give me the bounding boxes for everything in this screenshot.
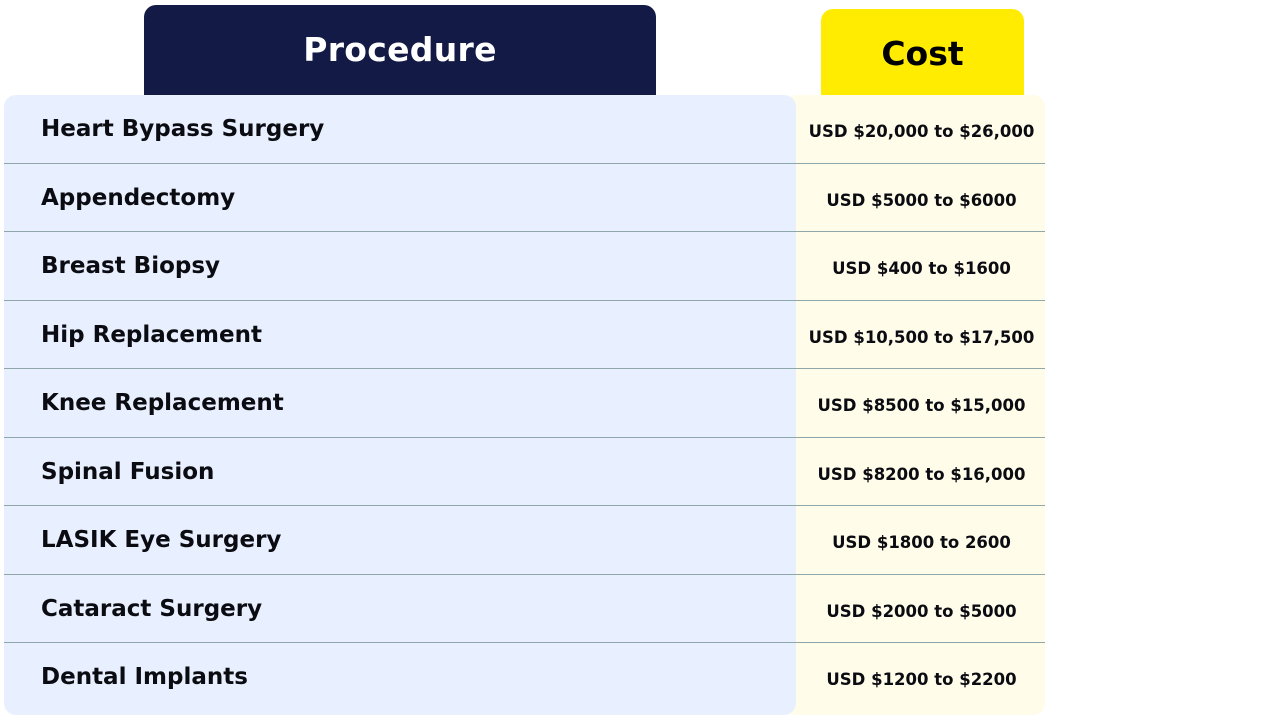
- table-row: Dental Implants USD $1200 to $2200: [4, 643, 1045, 712]
- row-divider: [4, 436, 1045, 438]
- table-row: Knee Replacement USD $8500 to $15,000: [4, 369, 1045, 438]
- row-divider: [4, 368, 1045, 369]
- row-divider: [4, 642, 1045, 643]
- table-row: Spinal Fusion USD $8200 to $16,000: [4, 438, 1045, 506]
- row-divider: [4, 573, 1045, 575]
- procedure-name: Spinal Fusion: [41, 458, 215, 485]
- procedure-column-background: [4, 95, 796, 715]
- table-row: Cataract Surgery USD $2000 to $5000: [4, 575, 1045, 643]
- table-row: Appendectomy USD $5000 to $6000: [4, 164, 1045, 232]
- procedure-name: Dental Implants: [41, 664, 248, 690]
- procedure-cost: USD $1800 to 2600: [832, 533, 1011, 552]
- table-row: Hip Replacement USD $10,500 to $17,500: [4, 301, 1045, 369]
- procedure-name: Heart Bypass Surgery: [41, 116, 325, 142]
- cost-column-background: [784, 95, 1045, 715]
- procedure-name: Breast Biopsy: [41, 253, 221, 279]
- procedure-cost: USD $10,500 to $17,500: [808, 327, 1035, 347]
- cost-column-header: Cost: [821, 9, 1024, 95]
- procedure-name: Cataract Surgery: [41, 595, 263, 622]
- procedure-cost: USD $8500 to $15,000: [817, 396, 1026, 415]
- procedure-name: Hip Replacement: [41, 321, 262, 348]
- procedure-name: LASIK Eye Surgery: [41, 527, 282, 553]
- row-divider: [4, 505, 1045, 506]
- procedure-cost: USD $8200 to $16,000: [817, 464, 1026, 484]
- table-row: Breast Biopsy USD $400 to $1600: [4, 232, 1045, 301]
- procedure-cost: USD $1200 to $2200: [826, 670, 1017, 689]
- table-row: Heart Bypass Surgery USD $20,000 to $26,0…: [4, 95, 1045, 164]
- procedure-cost: USD $2000 to $5000: [826, 601, 1017, 621]
- procedure-column-header: Procedure: [144, 5, 656, 95]
- row-divider: [4, 299, 1045, 301]
- row-divider: [4, 231, 1045, 232]
- table-row: LASIK Eye Surgery USD $1800 to 2600: [4, 506, 1045, 575]
- procedure-cost: USD $400 to $1600: [832, 259, 1011, 278]
- procedure-cost: USD $5000 to $6000: [826, 190, 1017, 210]
- procedure-name: Knee Replacement: [41, 390, 284, 416]
- row-divider: [4, 162, 1045, 164]
- procedure-name: Appendectomy: [41, 184, 236, 211]
- procedure-cost: USD $20,000 to $26,000: [808, 122, 1035, 141]
